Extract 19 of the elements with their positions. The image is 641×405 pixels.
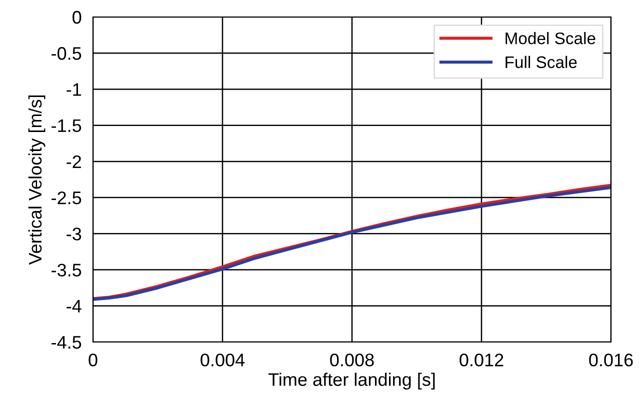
y-tick-label: 0 (72, 10, 82, 24)
x-tick-label: 0 (88, 354, 98, 366)
y-tick-label: -3.5 (52, 264, 82, 276)
y-tick-label: -0.5 (52, 47, 82, 60)
y-tick-label: -1.5 (52, 119, 82, 132)
y-axis-title: Vertical Velocity [m/s] (28, 95, 46, 265)
x-tick-label: 0.004 (200, 354, 245, 366)
y-tick-label: -2.5 (52, 191, 82, 204)
y-tick-label: -3 (66, 228, 82, 240)
legend-label: Model Scale (506, 32, 596, 44)
x-tick-label: 0.012 (460, 354, 504, 366)
x-axis-title: Time after landing [s] (268, 372, 435, 390)
y-tick-label: -2 (66, 155, 81, 168)
x-tick-label: 0.008 (330, 354, 374, 366)
legend-label: Full Scale (506, 56, 577, 68)
y-tick-label: -1 (66, 83, 82, 96)
y-tick-label: -4 (66, 300, 82, 312)
y-tick-label: -4.5 (52, 336, 82, 349)
x-tick-label: 0.016 (589, 354, 633, 366)
